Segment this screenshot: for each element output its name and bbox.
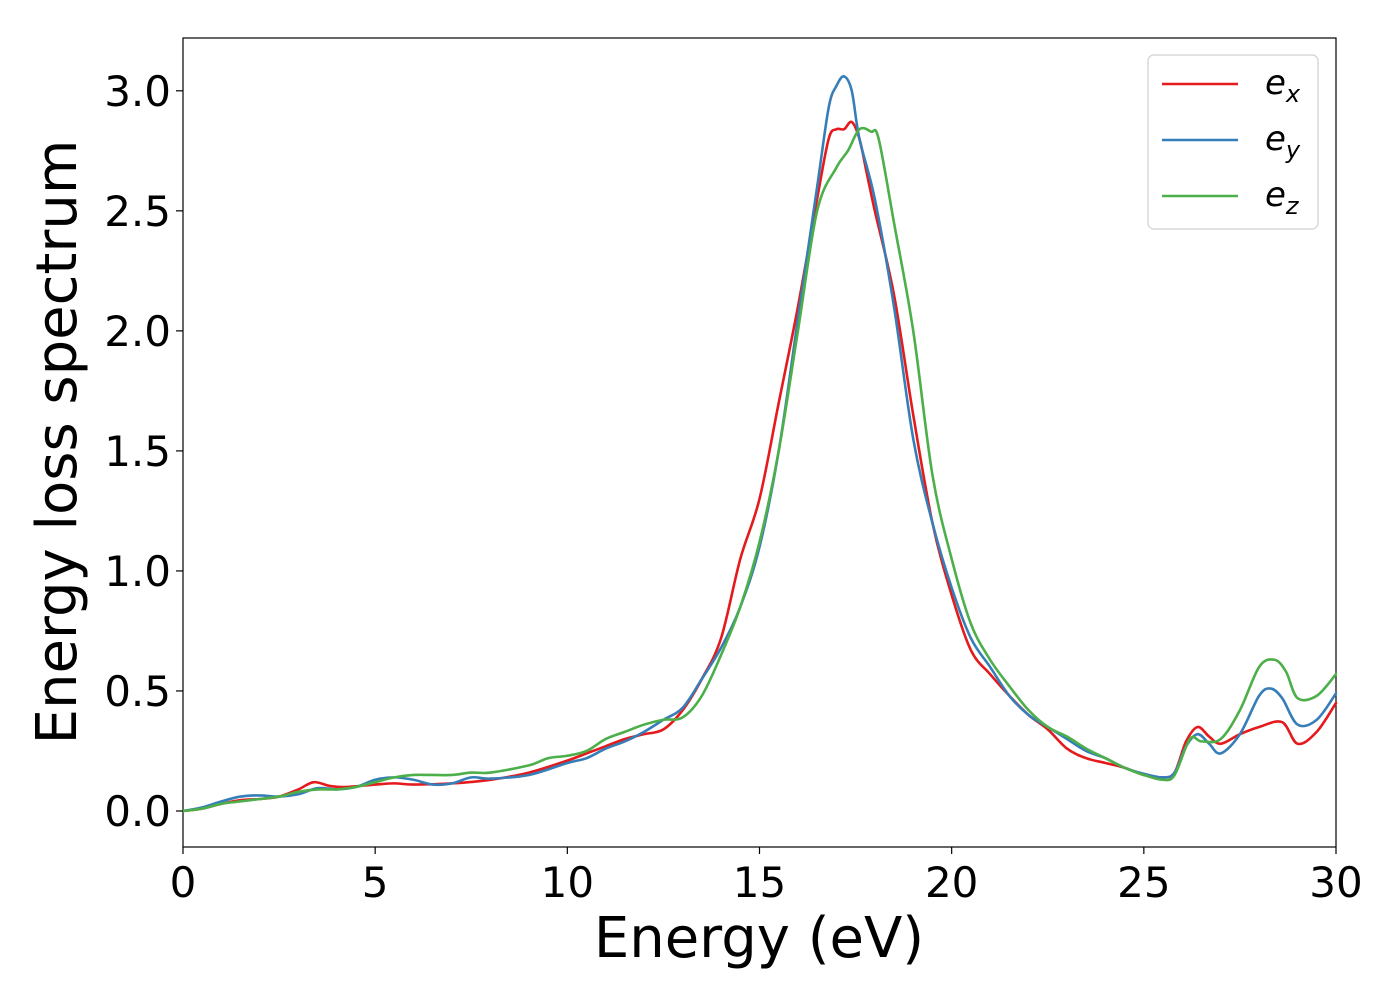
legend-label-e-x: ex <box>1265 63 1301 108</box>
y-tick-label: 1.5 <box>104 427 171 476</box>
y-tick-label: 3.0 <box>104 67 171 116</box>
x-tick-label: 0 <box>170 858 197 907</box>
y-tick-label: 2.5 <box>104 187 171 236</box>
y-tick-label: 1.0 <box>104 547 171 596</box>
legend: ex ey ez <box>1147 54 1319 230</box>
legend-label-e-y: ey <box>1265 119 1301 164</box>
y-tick-label: 2.0 <box>104 307 171 356</box>
x-axis: 0 5 10 15 20 25 30 <box>170 847 1363 907</box>
y-tick-label: 0.0 <box>104 787 171 836</box>
x-tick-label: 25 <box>1117 858 1170 907</box>
plot-area <box>182 37 1337 848</box>
y-axis-label: Energy loss spectrum <box>25 140 90 745</box>
y-axis: 0.0 0.5 1.0 1.5 2.0 2.5 3.0 <box>104 67 183 836</box>
x-tick-label: 20 <box>925 858 978 907</box>
legend-box <box>1147 54 1319 230</box>
series-layer <box>181 75 1338 813</box>
x-tick-label: 30 <box>1309 858 1362 907</box>
legend-label-e-z: ez <box>1265 175 1300 220</box>
x-axis-label: Energy (eV) <box>594 906 924 971</box>
x-tick-label: 5 <box>362 858 389 907</box>
series-line-e-z <box>181 126 1338 813</box>
x-tick-label: 10 <box>541 858 594 907</box>
x-tick-label: 15 <box>733 858 786 907</box>
y-tick-label: 0.5 <box>104 667 171 716</box>
